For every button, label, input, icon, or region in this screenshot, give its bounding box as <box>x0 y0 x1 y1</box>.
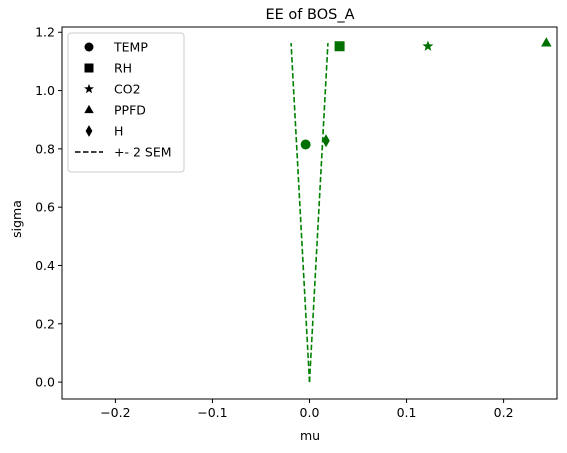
y-tick-label: 1.0 <box>35 83 55 98</box>
x-axis-label: mu <box>300 428 320 443</box>
legend-label-temp: TEMP <box>113 40 148 55</box>
chart-title: EE of BOS_A <box>266 7 355 23</box>
x-tick-label: 0.2 <box>494 405 514 420</box>
sem-line-right <box>308 42 329 383</box>
x-axis: −0.2 −0.1 0.0 0.1 0.2 <box>100 399 514 420</box>
legend-label-ppfd: PPFD <box>114 103 146 118</box>
legend-box <box>67 32 185 173</box>
x-tick-label: −0.1 <box>197 405 227 420</box>
y-tick-label: 0.2 <box>35 316 55 331</box>
legend-marker-temp <box>84 42 94 52</box>
data-point-h <box>322 134 330 148</box>
x-tick-label: 0.0 <box>300 405 320 420</box>
legend-label-rh: RH <box>114 61 132 76</box>
legend-label-co2: CO2 <box>114 82 141 97</box>
legend-label-sem: +- 2 SEM <box>114 145 172 160</box>
y-axis: 0.0 0.2 0.4 0.6 0.8 1.0 1.2 <box>35 25 62 390</box>
y-tick-label: 0.8 <box>35 141 55 156</box>
y-tick-label: 1.2 <box>35 25 55 40</box>
x-tick-label: 0.1 <box>397 405 417 420</box>
legend: TEMP RH CO2 PPFD H +- 2 SEM <box>67 32 185 173</box>
y-tick-label: 0.6 <box>35 200 55 215</box>
data-point-ppfd <box>541 37 552 47</box>
y-tick-label: 0.0 <box>35 375 55 390</box>
legend-marker-ppfd <box>84 104 94 114</box>
data-point-rh <box>334 41 345 52</box>
data-point-temp <box>300 139 311 150</box>
y-tick-label: 0.4 <box>35 258 55 273</box>
legend-label-h: H <box>114 124 123 139</box>
y-axis-label: sigma <box>9 200 24 238</box>
legend-marker-co2 <box>84 83 94 94</box>
legend-marker-h <box>85 125 93 137</box>
sem-line-left <box>290 42 311 383</box>
legend-marker-rh <box>84 63 94 73</box>
x-tick-label: −0.2 <box>100 405 130 420</box>
data-point-co2 <box>422 40 434 51</box>
